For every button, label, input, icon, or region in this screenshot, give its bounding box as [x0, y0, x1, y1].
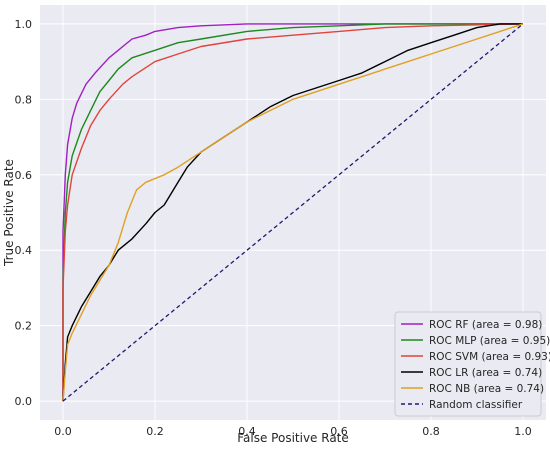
legend-label: ROC RF (area = 0.98) [429, 319, 542, 331]
y-tick-label: 0.8 [15, 93, 33, 106]
x-tick-label: 1.0 [514, 425, 532, 438]
series-line-4 [62, 23, 524, 402]
series-line-0 [62, 23, 523, 402]
y-axis-label: True Positive Rate [2, 159, 16, 267]
x-tick-label: 0.2 [146, 425, 164, 438]
series-line-5 [62, 23, 524, 402]
y-tick-label: 0.0 [15, 395, 33, 408]
series-line-3 [62, 23, 523, 402]
x-tick-label: 0.6 [330, 425, 348, 438]
y-axis-ticks: 0.0 0.2 0.4 0.6 0.8 1.0 [15, 18, 33, 408]
legend-label: ROC SVM (area = 0.93) [429, 351, 550, 363]
x-tick-label: 0.0 [54, 425, 72, 438]
y-tick-label: 1.0 [15, 18, 33, 31]
y-tick-label: 0.2 [15, 320, 33, 333]
legend-label: ROC MLP (area = 0.95) [429, 335, 550, 347]
legend: ROC RF (area = 0.98) ROC MLP (area = 0.95… [394, 311, 550, 417]
y-tick-label: 0.6 [15, 169, 33, 182]
y-tick-label: 0.4 [15, 244, 33, 257]
legend-label: ROC NB (area = 0.74) [429, 383, 544, 395]
series-group [62, 23, 524, 402]
series-line-2 [62, 23, 524, 402]
x-tick-label: 0.4 [238, 425, 256, 438]
series-line-1 [62, 23, 523, 402]
x-axis-ticks: 0.0 0.2 0.4 0.6 0.8 1.0 [54, 425, 532, 438]
legend-label: Random classifier [429, 399, 523, 411]
legend-box [394, 311, 542, 417]
legend-label: ROC LR (area = 0.74) [429, 367, 542, 379]
x-tick-label: 0.8 [422, 425, 440, 438]
x-axis-label: False Positive Rate [237, 431, 349, 445]
